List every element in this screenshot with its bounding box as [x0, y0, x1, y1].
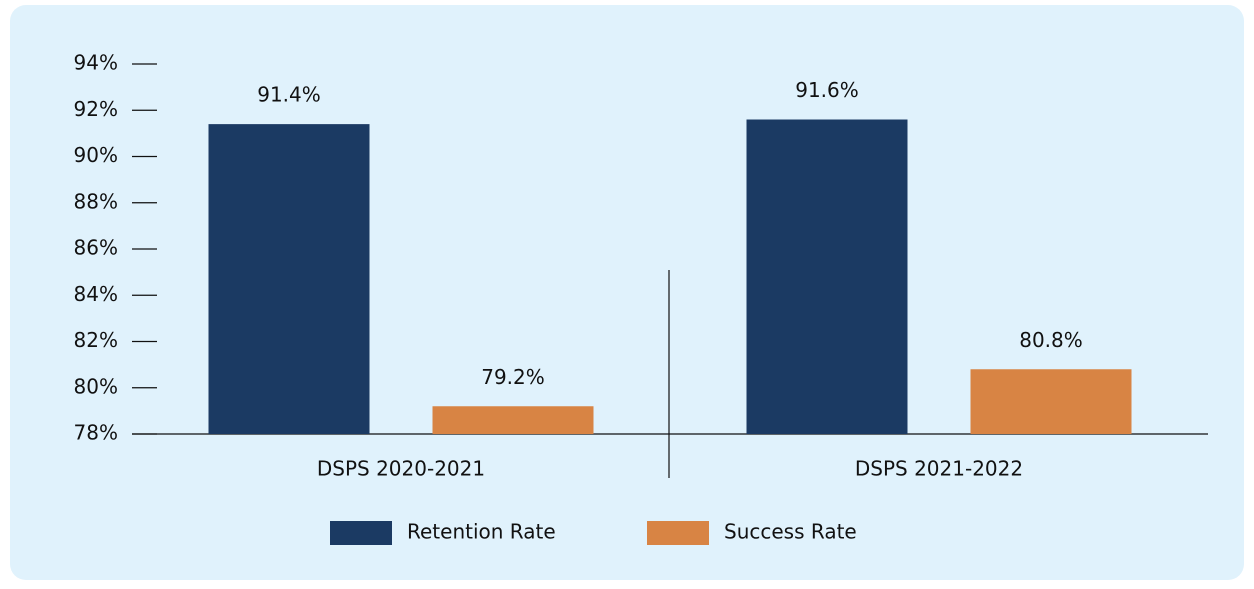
bar [970, 369, 1132, 434]
y-tick-label: 82% [74, 328, 118, 352]
y-tick-label: 78% [74, 421, 118, 445]
value-label: 91.6% [795, 78, 859, 102]
value-label: 91.4% [257, 83, 321, 107]
y-tick-label: 94% [74, 51, 118, 75]
legend-label: Retention Rate [407, 520, 556, 544]
y-tick-label: 86% [74, 236, 118, 260]
x-tick-label: DSPS 2020-2021 [317, 457, 485, 481]
value-label: 80.8% [1019, 328, 1083, 352]
y-tick-label: 92% [74, 97, 118, 121]
bar [746, 119, 908, 434]
panel [10, 5, 1244, 580]
bar [432, 406, 594, 434]
y-tick-label: 90% [74, 143, 118, 167]
y-tick-label: 84% [74, 282, 118, 306]
legend-label: Success Rate [724, 520, 857, 544]
y-tick-label: 80% [74, 374, 118, 398]
x-tick-label: DSPS 2021-2022 [855, 457, 1023, 481]
legend-swatch [647, 521, 709, 545]
legend-swatch [330, 521, 392, 545]
bar [208, 124, 370, 434]
value-label: 79.2% [481, 365, 545, 389]
y-tick-label: 88% [74, 189, 118, 213]
